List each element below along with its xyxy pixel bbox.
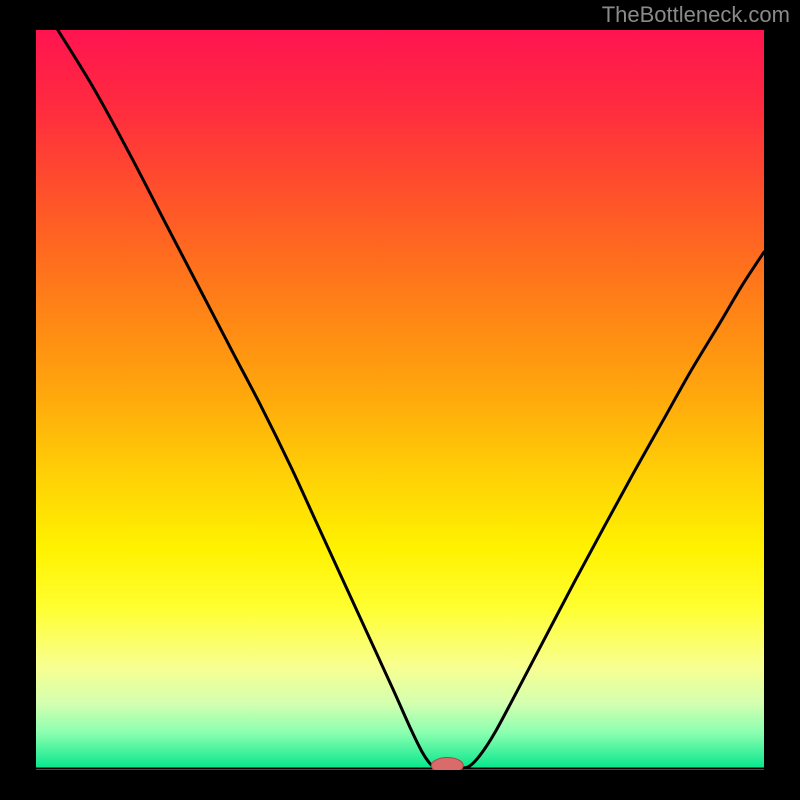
gradient-background <box>36 30 764 770</box>
chart-frame: TheBottleneck.com <box>0 0 800 800</box>
optimal-point-marker <box>431 758 463 770</box>
bottleneck-chart <box>36 30 764 770</box>
watermark-text: TheBottleneck.com <box>602 2 790 28</box>
plot-area <box>36 30 764 770</box>
